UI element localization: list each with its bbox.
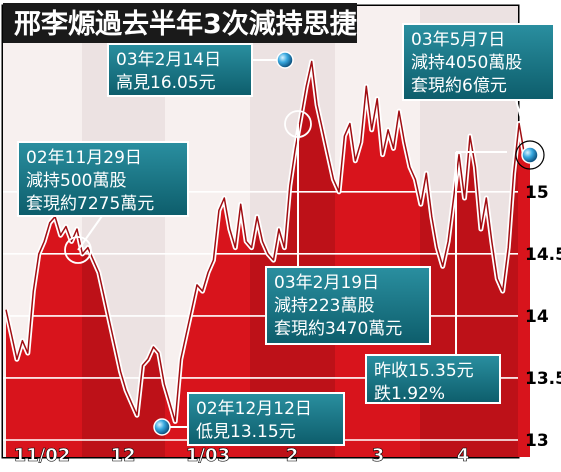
price-marker-dot — [276, 51, 294, 69]
annotation-leader — [515, 99, 531, 153]
x-axis-ticks: 11/02 12 1/03 2 3 4 — [13, 445, 470, 467]
chart-title: 邢李㷧過去半年3次減持思捷 — [14, 8, 358, 40]
annotation-text: 昨收15.35元 — [374, 361, 474, 381]
x-tick-label: 3 — [372, 445, 385, 466]
x-tick-label: 2 — [286, 445, 299, 466]
x-tick-label: 1/03 — [186, 445, 230, 466]
highlight-circle — [284, 110, 312, 138]
annotation-text: 套現約3470萬元 — [274, 319, 402, 339]
annotation-leader — [77, 215, 103, 251]
annotation-box — [107, 43, 253, 97]
annotation-text: 套現約6億元 — [411, 76, 507, 96]
annotation-text: 減持4050萬股 — [411, 53, 522, 73]
annotation-box — [187, 392, 345, 446]
annotation-text: 減持500萬股 — [26, 171, 126, 191]
annotation-box — [365, 354, 501, 404]
title-group: 邢李㷧過去半年3次減持思捷 — [3, 3, 358, 43]
annotation-text: 03年5月7日 — [411, 30, 505, 50]
y-tick-label: 14 — [525, 307, 549, 327]
price-marker-dot — [153, 418, 171, 436]
annotation-text: 02年11月29日 — [26, 148, 142, 168]
x-tick-label: 12 — [110, 445, 135, 466]
price-line — [3, 59, 532, 424]
annotation-box — [265, 266, 431, 345]
annotation-box — [402, 23, 555, 101]
price-marker-dot — [521, 146, 539, 164]
x-tick-label: 4 — [457, 445, 470, 466]
annotation-box — [17, 141, 189, 217]
annotation-text: 03年2月14日 — [116, 50, 221, 70]
y-tick-label: 13.5 — [525, 369, 561, 389]
annotation-text: 高見16.05元 — [116, 73, 216, 93]
title-background — [3, 3, 357, 43]
y-tick-label: 13 — [525, 431, 549, 451]
annotation-text: 03年2月19日 — [274, 273, 379, 293]
annotation-text: 跌1.92% — [374, 384, 445, 404]
highlight-circle — [64, 236, 92, 264]
annotation-text: 套現約7275萬元 — [26, 194, 154, 214]
y-tick-label: 15 — [525, 183, 549, 203]
highlight-circle — [515, 140, 545, 170]
annotation-text: 減持223萬股 — [274, 296, 374, 316]
x-tick-label: 11/02 — [14, 445, 71, 466]
y-axis-ticks: 13 13.5 14 14.5 15 — [525, 183, 561, 451]
price-line-core — [5, 60, 531, 423]
annotation-text: 低見13.15元 — [196, 422, 296, 442]
annotation-text: 02年12月12日 — [196, 399, 312, 419]
y-tick-label: 14.5 — [525, 245, 561, 265]
